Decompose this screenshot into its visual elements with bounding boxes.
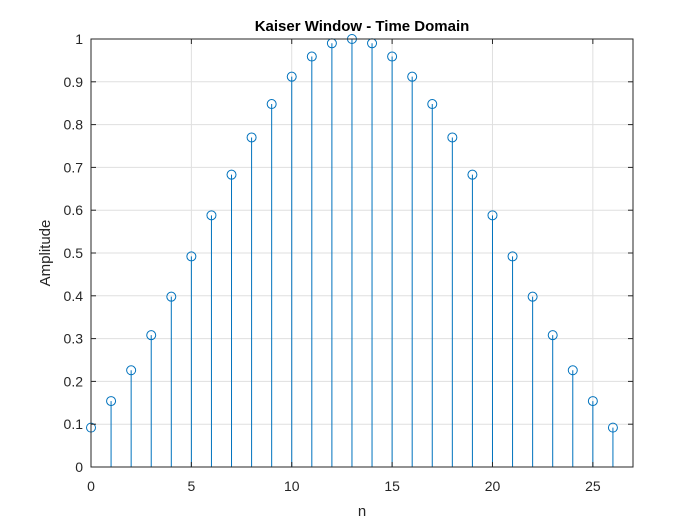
stem-marker [206, 210, 217, 221]
stem-marker [186, 251, 197, 262]
stem-marker [126, 365, 137, 376]
y-tick-label: 0.7 [64, 159, 84, 175]
y-tick-label: 1 [75, 31, 83, 47]
y-tick-label: 0 [75, 459, 83, 475]
x-tick-label: 0 [87, 478, 95, 494]
stem-marker [567, 365, 578, 376]
stem-marker [286, 71, 297, 82]
x-axis-ticks: 0 5 10 15 20 25 [87, 39, 601, 494]
stems [90, 39, 614, 467]
stem-marker [447, 132, 458, 143]
y-axis-label: Amplitude [37, 220, 54, 287]
stem-marker [527, 291, 538, 302]
stem-marker [587, 396, 598, 407]
stem-marker [547, 330, 558, 341]
stem-marker [387, 51, 398, 62]
y-tick-label: 0.1 [64, 416, 84, 432]
y-tick-label: 0.6 [64, 202, 84, 218]
y-tick-label: 0.5 [64, 245, 84, 261]
y-axis-ticks: 0 0.1 0.2 0.3 0.4 0.5 0.6 0.7 0.8 0.9 1 [64, 31, 633, 475]
x-tick-label: 10 [284, 478, 300, 494]
y-tick-label: 0.2 [64, 373, 84, 389]
stem-marker [106, 396, 117, 407]
x-axis-label: n [358, 503, 366, 520]
x-tick-label: 5 [187, 478, 195, 494]
x-tick-label: 25 [585, 478, 601, 494]
markers [86, 34, 618, 433]
stem-marker [226, 169, 237, 180]
stem-marker [246, 132, 257, 143]
x-tick-label: 20 [485, 478, 501, 494]
stem-marker [607, 422, 618, 433]
stem-marker [507, 251, 518, 262]
stem-marker [487, 210, 498, 221]
stem-marker [266, 99, 277, 110]
x-tick-label: 15 [384, 478, 400, 494]
stem-marker [467, 169, 478, 180]
stem-marker [146, 330, 157, 341]
y-tick-label: 0.3 [64, 331, 84, 347]
stem-marker [427, 99, 438, 110]
y-tick-label: 0.8 [64, 117, 84, 133]
y-tick-label: 0.4 [64, 288, 84, 304]
stem-marker [407, 71, 418, 82]
y-tick-label: 0.9 [64, 74, 84, 90]
stem-marker [306, 51, 317, 62]
chart-title: Kaiser Window - Time Domain [255, 18, 470, 35]
stem-marker [166, 291, 177, 302]
